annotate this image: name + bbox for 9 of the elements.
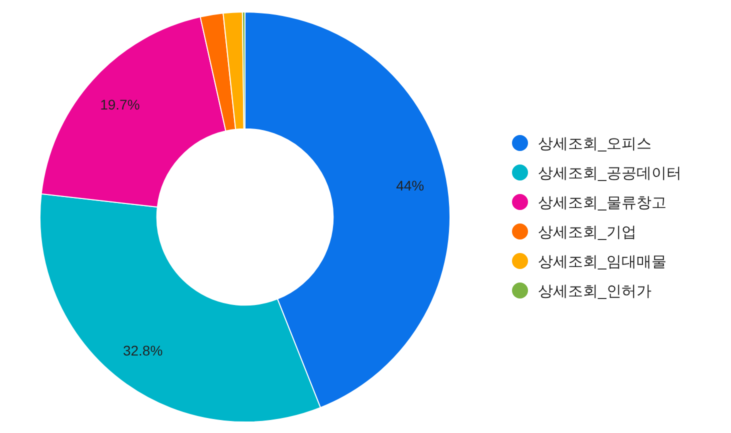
legend-label: 상세조회_오피스 (538, 136, 652, 152)
data-label: 32.8% (122, 342, 163, 358)
legend-label: 상세조회_임대매물 (538, 254, 666, 270)
legend-label: 상세조회_공공데이터 (538, 165, 682, 182)
data-label: 44% (396, 178, 424, 194)
legend-label: 상세조회_물류창고 (538, 194, 666, 212)
legend-label: 상세조회_기업 (538, 224, 636, 241)
legend-label: 상세조회_인허가 (538, 283, 652, 300)
data-label: 19.7% (100, 96, 140, 113)
